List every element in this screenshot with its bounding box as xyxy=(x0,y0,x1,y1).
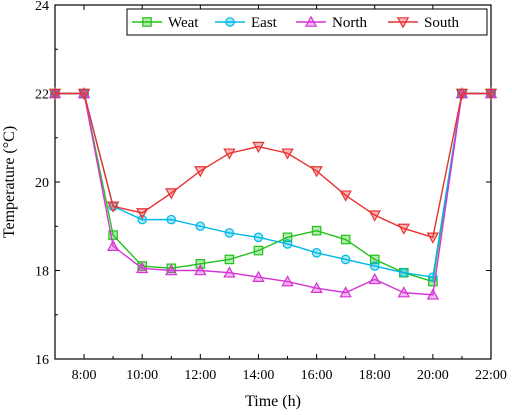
data-point-weat xyxy=(311,225,322,236)
x-tick-label: 20:00 xyxy=(417,368,449,383)
x-tick-label: 22:00 xyxy=(475,368,507,383)
plot-border xyxy=(54,4,492,360)
x-axis: 8:00 10:00 12:00 14:00 16:00 18:00 20:00 22:00 xyxy=(54,5,507,383)
data-point-east xyxy=(253,232,264,243)
data-point-weat xyxy=(369,254,380,265)
data-point-south xyxy=(281,148,294,160)
data-point-east xyxy=(369,261,380,271)
data-point-north xyxy=(426,288,440,300)
data-point-east xyxy=(137,214,147,225)
series-east xyxy=(50,88,496,282)
series-layer xyxy=(48,87,498,300)
y-tick-label: 20 xyxy=(35,176,49,191)
data-point-south xyxy=(397,223,411,235)
data-point-north xyxy=(106,239,120,251)
legend-label-east: East xyxy=(251,15,278,31)
data-point-north xyxy=(165,264,178,276)
data-point-south xyxy=(484,88,498,100)
x-tick-label: 12:00 xyxy=(184,368,216,383)
y-tick-label: 18 xyxy=(35,265,49,280)
series-line-north xyxy=(55,92,491,296)
data-point-north xyxy=(252,270,265,282)
data-point-south xyxy=(165,188,178,200)
plot-area xyxy=(54,4,492,360)
x-tick-label: 14:00 xyxy=(243,368,275,383)
data-point-east xyxy=(398,267,409,278)
legend: Weat East North South xyxy=(126,8,488,36)
legend-marker-weat xyxy=(142,17,152,27)
data-point-south xyxy=(252,141,265,154)
x-axis-title: Time (h) xyxy=(245,393,301,410)
legend-entry-east: East xyxy=(215,15,278,31)
data-point-north xyxy=(310,281,323,293)
y-tick-label: 22 xyxy=(35,88,49,103)
data-point-weat xyxy=(253,245,264,256)
series-line-weat xyxy=(55,92,491,283)
y-tick-label: 24 xyxy=(35,0,49,14)
data-point-east xyxy=(224,228,235,238)
data-point-east xyxy=(166,214,177,225)
data-point-north xyxy=(281,275,294,287)
series-south xyxy=(48,88,498,244)
legend-entry-weat: Weat xyxy=(132,15,199,31)
data-point-weat xyxy=(195,259,206,269)
data-point-east xyxy=(340,254,351,265)
data-point-north xyxy=(339,286,352,298)
legend-marker-south xyxy=(396,17,410,29)
data-point-south xyxy=(194,166,207,178)
x-tick-label: 18:00 xyxy=(359,368,391,383)
data-point-north xyxy=(194,264,207,276)
series-weat xyxy=(50,88,496,287)
legend-marker-east xyxy=(225,17,235,27)
series-line-east xyxy=(55,92,491,278)
data-point-south xyxy=(455,88,469,100)
data-point-south xyxy=(339,190,352,202)
data-point-south xyxy=(48,88,62,100)
series-north xyxy=(48,87,498,300)
y-tick-label: 16 xyxy=(35,353,49,368)
x-tick-label: 16:00 xyxy=(301,368,333,383)
data-point-south xyxy=(426,232,440,244)
data-point-south xyxy=(310,166,323,178)
series-line-south xyxy=(55,92,491,239)
legend-label-north: North xyxy=(332,15,367,31)
data-point-weat xyxy=(108,230,118,240)
data-point-south xyxy=(368,210,381,222)
legend-label-south: South xyxy=(424,15,460,31)
data-point-east xyxy=(282,239,293,249)
data-point-south xyxy=(77,88,91,100)
legend-label-weat: Weat xyxy=(168,15,199,31)
data-point-north xyxy=(368,272,381,285)
data-point-east xyxy=(195,221,206,232)
x-tick-label: 8:00 xyxy=(72,368,97,383)
x-tick-label: 10:00 xyxy=(126,368,158,383)
data-point-north xyxy=(397,286,411,298)
data-point-north xyxy=(135,261,149,274)
data-point-weat xyxy=(282,232,293,243)
y-axis-title: Temperature (°C) xyxy=(1,126,18,238)
data-point-north xyxy=(223,266,236,278)
legend-entry-south: South xyxy=(388,15,460,31)
legend-marker-north xyxy=(304,15,318,27)
data-point-east xyxy=(311,248,322,258)
data-point-weat xyxy=(224,254,235,265)
data-point-south xyxy=(106,201,120,213)
y-axis: 16 18 20 22 24 xyxy=(35,0,491,368)
data-point-weat xyxy=(340,234,351,245)
data-point-south xyxy=(223,148,236,160)
data-point-south xyxy=(135,208,149,220)
legend-entry-north: North xyxy=(296,15,367,31)
